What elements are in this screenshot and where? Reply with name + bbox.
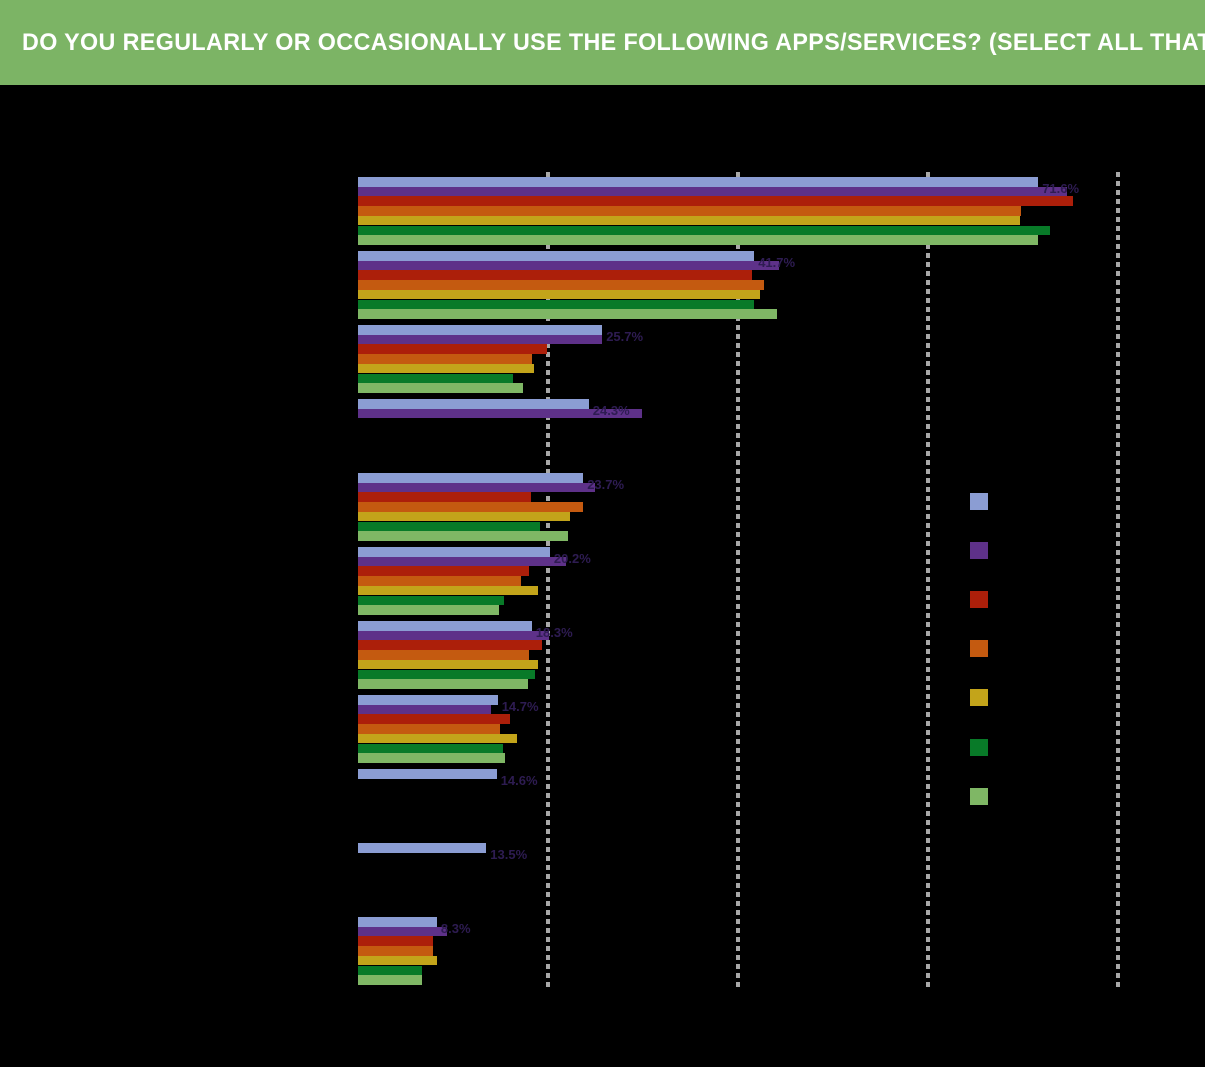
bar-cat5-series-6-dark-green [358,521,540,532]
chart-title-banner: DO YOU REGULARLY OR OCCASIONALLY USE THE… [0,0,1205,85]
legend-swatch-series-5-gold [970,689,988,706]
bar-cat8-series-3-red [358,714,510,725]
bar-cat7-series-1-periwinkle [358,621,532,631]
bar-cat6-series-2-purple [358,556,566,567]
bar-cat3-series-4-orange [358,354,532,364]
legend-item-series-5-gold [970,689,996,706]
legend-swatch-series-7-light-green [970,788,988,805]
bar-cat7-series-4-orange [358,650,529,660]
plot-area: 71.6% 41.7% 25.7% 24.3% 23.7% 20.2% 18.3% 14.7%… [358,172,1190,988]
bar-cat6-series-3-red [358,566,529,577]
bar-cat2-series-6-dark-green [358,299,755,310]
legend-item-series-3-red [970,591,996,608]
bar-cat1-series-2-purple [358,186,1067,197]
data-label-cat3: 25.7% [606,329,644,344]
bar-cat5-series-2-purple [358,482,595,493]
bar-cat5-series-7-light-green [358,531,568,541]
bar-cat4-series-1-periwinkle [358,399,589,409]
bar-cat8-series-7-light-green [358,753,506,763]
legend-swatch-series-2-purple [970,542,988,559]
bar-cat11-series-6-dark-green [358,965,422,976]
bar-cat11-series-1-periwinkle [358,917,437,927]
bar-cat11-series-4-orange [358,946,433,956]
bar-cat2-series-2-purple [358,260,779,271]
bar-cat7-series-5-gold [358,659,538,670]
bar-cat1-series-7-light-green [358,235,1039,245]
legend [970,0,1200,1067]
chart-title: DO YOU REGULARLY OR OCCASIONALLY USE THE… [22,28,1205,56]
bar-cat5-series-1-periwinkle [358,473,584,483]
bar-cat6-series-5-gold [358,585,538,596]
bar-cat11-series-3-red [358,936,433,947]
data-label-cat2: 41.7% [758,255,796,270]
bar-cat11-series-2-purple [358,926,448,937]
bar-cat8-series-5-gold [358,733,517,744]
bar-cat8-series-6-dark-green [358,743,504,754]
bar-cat4-series-2-purple [358,408,643,419]
bar-cat2-series-7-light-green [358,309,777,319]
bar-cat6-series-6-dark-green [358,595,505,606]
legend-swatch-series-3-red [970,591,988,608]
bar-cat2-series-1-periwinkle [358,251,755,261]
bar-cat9-series-1-periwinkle [358,769,497,779]
bar-cat2-series-4-orange [358,280,764,290]
data-label-cat1: 71.6% [1042,181,1080,196]
bar-cat1-series-3-red [358,196,1074,207]
bar-cat11-series-5-gold [358,955,437,966]
data-label-cat5: 23.7% [587,477,625,492]
legend-item-series-7-light-green [970,788,996,805]
gridline-80pct [1116,172,1120,988]
legend-item-series-1-periwinkle [970,493,996,510]
bar-cat8-series-2-purple [358,704,491,715]
bar-cat6-series-1-periwinkle [358,547,550,557]
legend-item-series-2-purple [970,542,996,559]
legend-swatch-series-4-orange [970,640,988,657]
bar-cat5-series-5-gold [358,511,570,522]
gridline-20pct [546,172,550,988]
bar-cat8-series-1-periwinkle [358,695,498,705]
bar-cat1-series-6-dark-green [358,225,1050,236]
legend-swatch-series-1-periwinkle [970,493,988,510]
data-label-cat9: 14.6% [500,773,538,788]
bar-cat7-series-2-purple [358,630,549,641]
bar-cat7-series-3-red [358,640,543,651]
gridline-60pct [926,172,930,988]
bar-cat8-series-4-orange [358,724,500,734]
bar-cat3-series-2-purple [358,334,603,345]
data-label-cat7: 18.3% [535,625,573,640]
bar-cat5-series-4-orange [358,502,584,512]
bar-cat3-series-5-gold [358,363,534,374]
bar-cat5-series-3-red [358,492,531,503]
data-label-cat6: 20.2% [553,551,591,566]
data-label-cat8: 14.7% [501,699,539,714]
gridline-40pct [736,172,740,988]
bar-cat6-series-4-orange [358,576,521,586]
bar-cat3-series-1-periwinkle [358,325,603,335]
bar-cat2-series-3-red [358,270,753,281]
bar-cat2-series-5-gold [358,289,760,300]
bar-cat1-series-4-orange [358,206,1022,216]
bar-cat3-series-6-dark-green [358,373,513,384]
legend-swatch-series-6-dark-green [970,739,988,756]
bar-cat3-series-3-red [358,344,547,355]
legend-item-series-4-orange [970,640,996,657]
data-label-cat11: 8.3% [440,921,471,936]
bar-cat6-series-7-light-green [358,605,499,615]
bar-cat7-series-7-light-green [358,679,528,689]
bar-cat11-series-7-light-green [358,975,422,985]
bar-cat1-series-1-periwinkle [358,177,1039,187]
legend-item-series-6-dark-green [970,739,996,756]
bar-cat10-series-1-periwinkle [358,843,487,853]
bar-cat1-series-5-gold [358,215,1021,226]
bar-cat3-series-7-light-green [358,383,524,393]
data-label-cat4: 24.3% [592,403,630,418]
bar-cat7-series-6-dark-green [358,669,535,680]
data-label-cat10: 13.5% [490,847,528,862]
